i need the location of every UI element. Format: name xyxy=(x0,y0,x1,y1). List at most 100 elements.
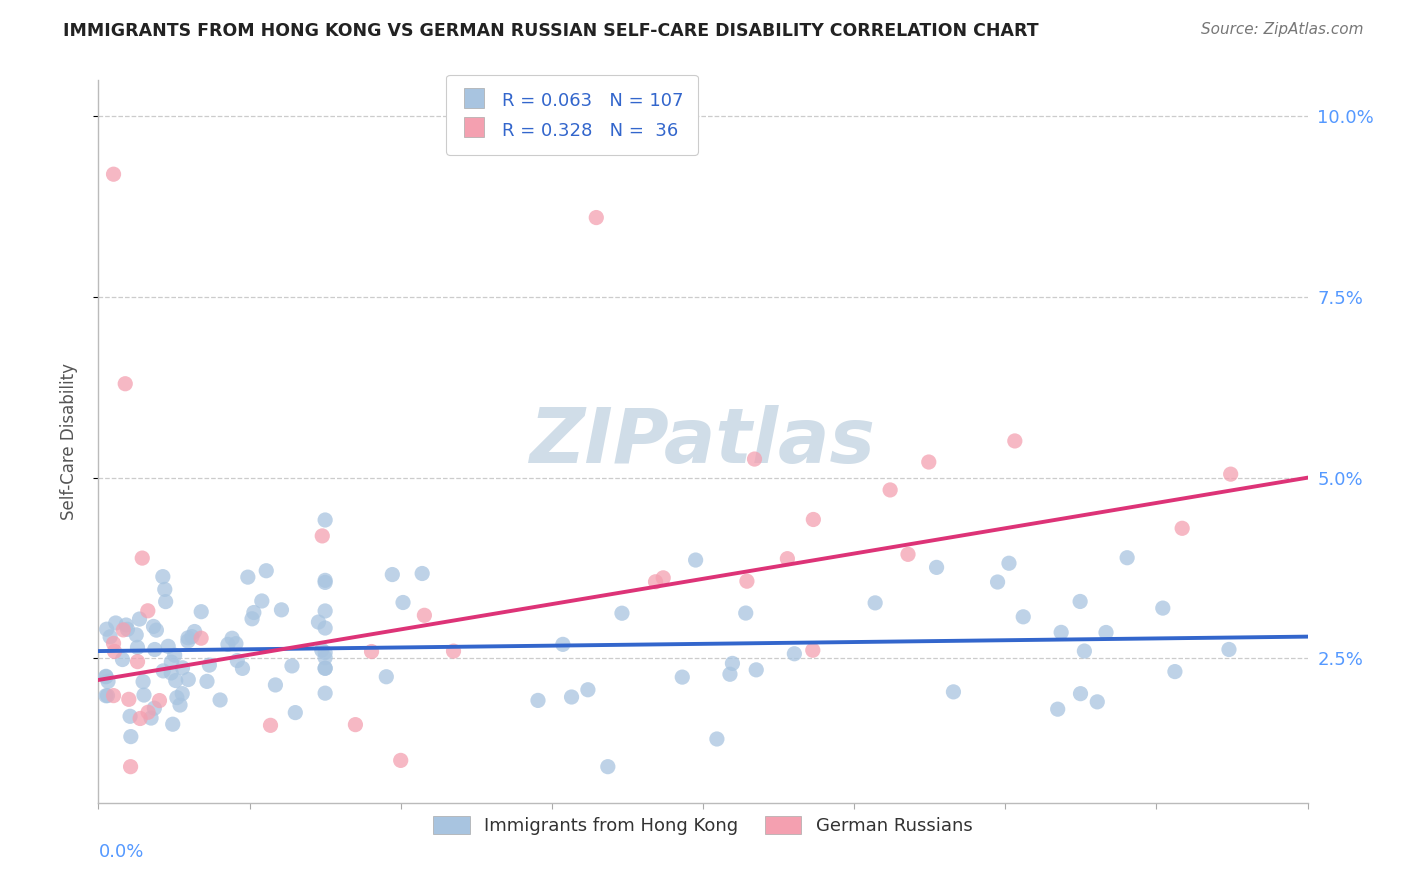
Point xyxy=(177,634,200,648)
Point xyxy=(94,669,117,683)
Point xyxy=(576,682,599,697)
Point xyxy=(735,574,758,589)
Point xyxy=(314,646,336,660)
Point xyxy=(136,604,159,618)
Point xyxy=(685,553,707,567)
Point xyxy=(120,709,142,723)
Point xyxy=(217,637,239,651)
Point xyxy=(120,760,142,774)
Point xyxy=(284,706,307,720)
Point xyxy=(183,624,205,639)
Point xyxy=(236,570,259,584)
Point xyxy=(177,673,200,687)
Point xyxy=(776,551,799,566)
Text: Source: ZipAtlas.com: Source: ZipAtlas.com xyxy=(1201,22,1364,37)
Point xyxy=(1171,521,1194,535)
Point xyxy=(118,692,141,706)
Point xyxy=(314,575,336,590)
Point xyxy=(132,674,155,689)
Point xyxy=(195,674,218,689)
Point xyxy=(897,547,920,561)
Point xyxy=(925,560,948,574)
Point xyxy=(103,689,125,703)
Point xyxy=(1095,625,1118,640)
Point xyxy=(145,623,167,637)
Point xyxy=(94,670,117,684)
Point xyxy=(311,643,333,657)
Point xyxy=(314,621,336,635)
Point xyxy=(114,376,136,391)
Point xyxy=(104,615,127,630)
Point xyxy=(98,630,121,644)
Point xyxy=(162,717,184,731)
Point xyxy=(166,690,188,705)
Point xyxy=(190,631,212,645)
Point xyxy=(177,631,200,645)
Point xyxy=(148,693,170,707)
Point xyxy=(375,670,398,684)
Point xyxy=(131,551,153,566)
Point xyxy=(112,623,135,637)
Point xyxy=(136,706,159,720)
Point xyxy=(745,663,768,677)
Point xyxy=(127,655,149,669)
Point xyxy=(125,628,148,642)
Point xyxy=(152,569,174,583)
Point xyxy=(226,654,249,668)
Point xyxy=(152,664,174,678)
Point xyxy=(143,642,166,657)
Point xyxy=(801,512,824,526)
Point xyxy=(190,605,212,619)
Point xyxy=(1012,609,1035,624)
Point xyxy=(250,594,273,608)
Point xyxy=(314,650,336,665)
Point xyxy=(1069,594,1091,608)
Point xyxy=(270,603,292,617)
Text: ZIPatlas: ZIPatlas xyxy=(530,405,876,478)
Point xyxy=(801,643,824,657)
Point xyxy=(127,640,149,655)
Point xyxy=(610,606,633,620)
Point xyxy=(165,673,187,688)
Point xyxy=(115,618,138,632)
Point xyxy=(1164,665,1187,679)
Point xyxy=(143,701,166,715)
Point xyxy=(103,167,125,181)
Point xyxy=(169,698,191,712)
Point xyxy=(111,652,134,666)
Point xyxy=(264,678,287,692)
Point xyxy=(129,711,152,725)
Point xyxy=(163,648,186,663)
Point xyxy=(1050,625,1073,640)
Point xyxy=(392,595,415,609)
Point xyxy=(413,608,436,623)
Point xyxy=(314,513,336,527)
Point xyxy=(561,690,583,704)
Point xyxy=(443,644,465,658)
Point xyxy=(281,659,304,673)
Point xyxy=(863,596,886,610)
Point xyxy=(132,688,155,702)
Legend: Immigrants from Hong Kong, German Russians: Immigrants from Hong Kong, German Russia… xyxy=(425,807,981,845)
Point xyxy=(344,717,367,731)
Point xyxy=(411,566,433,581)
Point xyxy=(103,644,125,658)
Point xyxy=(221,632,243,646)
Point xyxy=(97,674,120,689)
Point xyxy=(96,689,118,703)
Point xyxy=(1152,601,1174,615)
Point xyxy=(153,582,176,597)
Point xyxy=(243,606,266,620)
Point xyxy=(721,657,744,671)
Point xyxy=(307,615,329,629)
Point xyxy=(734,606,756,620)
Point xyxy=(527,693,550,707)
Point xyxy=(225,637,247,651)
Point xyxy=(744,452,766,467)
Point xyxy=(1116,550,1139,565)
Point xyxy=(652,571,675,585)
Point xyxy=(1069,687,1091,701)
Point xyxy=(671,670,693,684)
Text: 0.0%: 0.0% xyxy=(98,843,143,861)
Point xyxy=(987,574,1010,589)
